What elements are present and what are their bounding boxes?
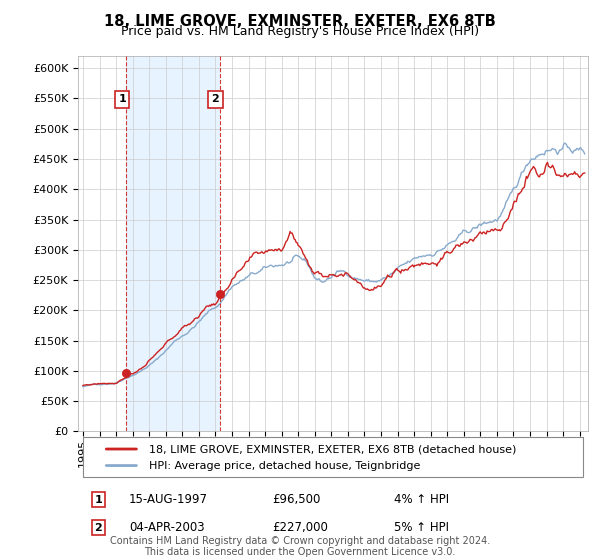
Text: HPI: Average price, detached house, Teignbridge: HPI: Average price, detached house, Teig… [149, 460, 421, 470]
Text: £96,500: £96,500 [272, 493, 320, 506]
Text: 2: 2 [95, 522, 102, 533]
Text: 2: 2 [212, 94, 220, 104]
Text: 18, LIME GROVE, EXMINSTER, EXETER, EX6 8TB: 18, LIME GROVE, EXMINSTER, EXETER, EX6 8… [104, 14, 496, 29]
Text: 5% ↑ HPI: 5% ↑ HPI [394, 521, 449, 534]
Text: 1: 1 [95, 494, 102, 505]
Text: Contains HM Land Registry data © Crown copyright and database right 2024.
This d: Contains HM Land Registry data © Crown c… [110, 535, 490, 557]
Bar [127, 56, 220, 431]
Text: 1: 1 [118, 94, 126, 104]
Text: 04-APR-2003: 04-APR-2003 [129, 521, 205, 534]
FancyBboxPatch shape [83, 437, 583, 477]
Text: 18, LIME GROVE, EXMINSTER, EXETER, EX6 8TB (detached house): 18, LIME GROVE, EXMINSTER, EXETER, EX6 8… [149, 444, 517, 454]
Text: 15-AUG-1997: 15-AUG-1997 [129, 493, 208, 506]
Text: 4% ↑ HPI: 4% ↑ HPI [394, 493, 449, 506]
Text: £227,000: £227,000 [272, 521, 328, 534]
Text: Price paid vs. HM Land Registry's House Price Index (HPI): Price paid vs. HM Land Registry's House … [121, 25, 479, 38]
